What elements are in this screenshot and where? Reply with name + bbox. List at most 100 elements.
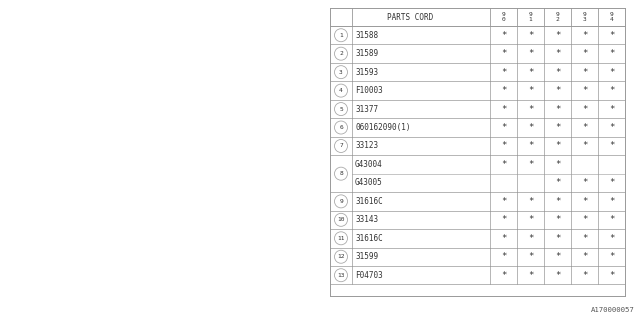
Text: 8: 8 [339,171,343,176]
Circle shape [335,29,348,42]
Text: *: * [609,123,614,132]
Text: *: * [555,68,560,77]
Text: *: * [582,123,587,132]
Text: *: * [501,31,506,40]
Text: 9
1: 9 1 [529,12,532,22]
Text: *: * [555,141,560,150]
Circle shape [335,232,348,245]
Text: *: * [555,252,560,261]
Text: 31616C: 31616C [355,197,383,206]
Text: *: * [582,252,587,261]
Text: *: * [555,215,560,224]
Text: *: * [501,141,506,150]
Text: *: * [609,105,614,114]
Text: *: * [582,31,587,40]
Text: *: * [555,271,560,280]
Text: *: * [501,160,506,169]
Text: 9
0: 9 0 [502,12,506,22]
Text: 11: 11 [337,236,345,241]
Text: *: * [582,68,587,77]
Circle shape [335,103,348,116]
Circle shape [335,213,348,226]
Text: *: * [582,234,587,243]
Text: *: * [528,160,533,169]
Text: *: * [582,271,587,280]
Circle shape [335,195,348,208]
Text: *: * [582,141,587,150]
Text: PARTS CORD: PARTS CORD [387,12,433,21]
Text: *: * [609,271,614,280]
Text: 9: 9 [339,199,343,204]
Text: *: * [582,49,587,58]
Text: *: * [582,179,587,188]
Text: *: * [555,86,560,95]
Text: 33143: 33143 [355,215,378,224]
Text: *: * [609,215,614,224]
Text: *: * [555,179,560,188]
Circle shape [335,140,348,153]
Text: 31599: 31599 [355,252,378,261]
Text: *: * [609,252,614,261]
Text: 6: 6 [339,125,343,130]
Text: *: * [501,197,506,206]
Circle shape [335,66,348,79]
Text: *: * [528,105,533,114]
Text: 33123: 33123 [355,141,378,150]
Text: G43004: G43004 [355,160,383,169]
Text: *: * [528,141,533,150]
Circle shape [335,121,348,134]
Text: *: * [609,234,614,243]
Text: A170000057: A170000057 [591,307,635,313]
Text: 7: 7 [339,143,343,148]
Text: *: * [501,49,506,58]
Text: *: * [501,252,506,261]
Text: *: * [609,68,614,77]
Text: 5: 5 [339,107,343,112]
Text: *: * [609,179,614,188]
Text: *: * [501,271,506,280]
Text: *: * [528,234,533,243]
Text: *: * [582,105,587,114]
Text: *: * [501,105,506,114]
Text: 31589: 31589 [355,49,378,58]
Text: 12: 12 [337,254,345,259]
Text: 31593: 31593 [355,68,378,77]
Text: 4: 4 [339,88,343,93]
Text: 9
4: 9 4 [610,12,613,22]
Circle shape [335,47,348,60]
Text: *: * [528,31,533,40]
Text: 9
2: 9 2 [556,12,559,22]
Text: *: * [528,68,533,77]
Text: *: * [582,86,587,95]
Text: *: * [582,197,587,206]
Text: *: * [528,271,533,280]
Text: *: * [501,123,506,132]
Text: *: * [528,252,533,261]
Text: *: * [609,31,614,40]
Text: *: * [501,215,506,224]
Text: *: * [501,234,506,243]
Text: *: * [555,31,560,40]
Circle shape [335,269,348,282]
Text: *: * [501,68,506,77]
Text: 31377: 31377 [355,105,378,114]
Text: *: * [528,197,533,206]
Text: *: * [555,105,560,114]
Text: 31616C: 31616C [355,234,383,243]
Text: F04703: F04703 [355,271,383,280]
Text: *: * [609,49,614,58]
Text: 2: 2 [339,51,343,56]
Text: 060162090(1): 060162090(1) [355,123,410,132]
Text: *: * [609,141,614,150]
Text: 13: 13 [337,273,345,278]
Text: *: * [555,123,560,132]
Text: 31588: 31588 [355,31,378,40]
Circle shape [335,84,348,97]
Circle shape [335,167,348,180]
Text: *: * [609,86,614,95]
Text: *: * [528,123,533,132]
Text: G43005: G43005 [355,179,383,188]
Text: *: * [555,160,560,169]
Text: *: * [555,49,560,58]
Text: 10: 10 [337,217,345,222]
